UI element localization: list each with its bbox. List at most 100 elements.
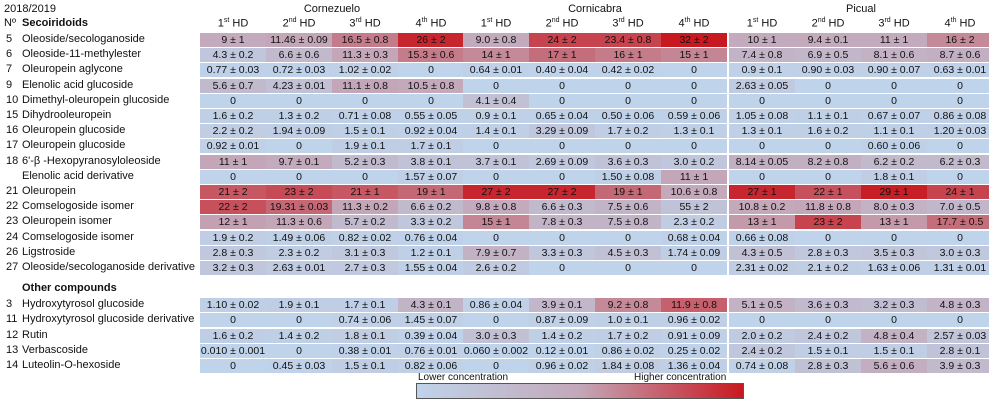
heatmap-cell: 3.0 ± 0.3 — [927, 246, 989, 260]
heatmap-cell: 0.010 ± 0.001 — [200, 344, 266, 358]
heatmap-cell: 0.92 ± 0.04 — [398, 124, 464, 138]
heatmap-cell: 1.6 ± 0.2 — [200, 109, 266, 123]
heatmap-cell: 7.5 ± 0.8 — [595, 215, 661, 229]
heatmap-cell: 3.5 ± 0.3 — [861, 246, 927, 260]
row-number: 13 — [6, 344, 19, 356]
compound-name: Oleuropein glucoside — [22, 139, 126, 151]
heatmap-cell: 0.64 ± 0.01 — [463, 63, 529, 77]
heatmap-cell: 0.38 ± 0.01 — [332, 344, 398, 358]
row-number: 6 — [6, 48, 13, 60]
heatmap-cell: 5.7 ± 0.2 — [332, 215, 398, 229]
compound-name: Oleoside/secologanoside derivative — [22, 261, 196, 273]
heatmap-cell: 0 — [661, 139, 727, 153]
heatmap-cell: 2.3 ± 0.2 — [661, 215, 727, 229]
heatmap-cell: 1.94 ± 0.09 — [266, 124, 332, 138]
compound-name: Oleoside-11-methylester — [22, 48, 142, 60]
row-number: 10 — [6, 94, 19, 106]
heatmap-cell: 10.5 ± 0.8 — [398, 79, 464, 93]
heatmap-cell: 0 — [861, 79, 927, 93]
heatmap-cell: 0.74 ± 0.08 — [729, 359, 795, 373]
heatmap-cell: 22 ± 1 — [795, 185, 861, 199]
hd-header: 2nd HD — [545, 17, 579, 30]
heatmap-cell: 0 — [529, 79, 595, 93]
heatmap-cell: 1.0 ± 0.1 — [595, 313, 661, 327]
heatmap-cell: 2.31 ± 0.02 — [729, 261, 795, 275]
heatmap-cell: 0 — [927, 231, 989, 245]
heatmap-cell: 0.72 ± 0.03 — [266, 63, 332, 77]
heatmap-cell: 1.5 ± 0.1 — [795, 344, 861, 358]
heatmap-cell: 9.4 ± 0.1 — [795, 33, 861, 47]
heatmap-cell: 13 ± 1 — [729, 215, 795, 229]
group-header-cornicabra: Cornicabra — [568, 3, 622, 15]
heatmap-cell: 0.90 ± 0.07 — [861, 63, 927, 77]
heatmap-cell: 13 ± 1 — [861, 215, 927, 229]
heatmap-cell: 0 — [729, 139, 795, 153]
hd-header: 3rd HD — [878, 17, 910, 30]
heatmap-cell: 0 — [661, 79, 727, 93]
heatmap-cell: 0 — [595, 79, 661, 93]
heatmap-cell: 0 — [927, 313, 989, 327]
section-title: Other compounds — [22, 282, 117, 295]
heatmap-cell: 0 — [463, 170, 529, 184]
heatmap-cell: 0 — [398, 94, 464, 108]
heatmap-cell: 9.0 ± 0.8 — [463, 33, 529, 47]
heatmap-cell: 22 ± 2 — [200, 200, 266, 214]
heatmap-cell: 0.42 ± 0.02 — [595, 63, 661, 77]
heatmap-cell: 23 ± 2 — [266, 185, 332, 199]
heatmap-cell: 12 ± 1 — [200, 215, 266, 229]
compound-name: Dimethyl-oleuropein glucoside — [22, 94, 170, 106]
heatmap-cell: 4.23 ± 0.01 — [266, 79, 332, 93]
heatmap-cell: 0.55 ± 0.05 — [398, 109, 464, 123]
heatmap-cell: 2.6 ± 0.2 — [463, 261, 529, 275]
compound-name: Ligstroside — [22, 246, 76, 258]
heatmap-cell: 3.2 ± 0.3 — [200, 261, 266, 275]
heatmap-cell: 3.3 ± 0.2 — [398, 215, 464, 229]
heatmap-cell: 0 — [332, 94, 398, 108]
heatmap-cell: 4.1 ± 0.4 — [463, 94, 529, 108]
heatmap-cell: 32 ± 2 — [661, 33, 727, 47]
heatmap-cell: 0.86 ± 0.02 — [595, 344, 661, 358]
heatmap-cell: 16 ± 2 — [927, 33, 989, 47]
heatmap-cell: 0 — [595, 261, 661, 275]
heatmap-cell: 0 — [529, 231, 595, 245]
heatmap-cell: 0 — [332, 170, 398, 184]
heatmap-cell: 0 — [595, 139, 661, 153]
row-number: 11 — [6, 313, 18, 325]
heatmap-cell: 5.1 ± 0.5 — [729, 298, 795, 312]
heatmap-cell: 1.2 ± 0.1 — [398, 246, 464, 260]
season-label: 2018/2019 — [4, 3, 56, 15]
heatmap-cell: 11 ± 1 — [861, 33, 927, 47]
heatmap-cell: 0.91 ± 0.09 — [661, 329, 727, 343]
heatmap-cell: 24 ± 2 — [529, 33, 595, 47]
heatmap-cell: 0.82 ± 0.02 — [332, 231, 398, 245]
heatmap-cell: 27 ± 1 — [729, 185, 795, 199]
heatmap-cell: 4.3 ± 0.2 — [200, 48, 266, 62]
heatmap-cell: 0 — [266, 313, 332, 327]
row-number: 14 — [6, 359, 19, 371]
heatmap-cell: 5.2 ± 0.3 — [332, 155, 398, 169]
section-title: Secoiridoids — [22, 17, 89, 29]
heatmap-cell: 0 — [463, 139, 529, 153]
heatmap-cell: 0 — [729, 94, 795, 108]
heatmap-cell: 26 ± 2 — [398, 33, 464, 47]
heatmap-cell: 3.3 ± 0.3 — [529, 246, 595, 260]
row-number: 7 — [6, 63, 13, 75]
heatmap-cell: 0 — [795, 94, 861, 108]
heatmap-cell: 8.14 ± 0.05 — [729, 155, 795, 169]
heatmap-cell: 1.7 ± 0.1 — [332, 298, 398, 312]
heatmap-cell: 5.6 ± 0.7 — [200, 79, 266, 93]
heatmap-cell: 0.67 ± 0.07 — [861, 109, 927, 123]
heatmap-cell: 4.8 ± 0.3 — [927, 298, 989, 312]
hd-header: 1st HD — [217, 17, 249, 30]
hd-header: 2nd HD — [282, 17, 316, 30]
hd-header: 1st HD — [480, 17, 512, 30]
heatmap-cell: 27 ± 2 — [529, 185, 595, 199]
heatmap-cell: 0.86 ± 0.04 — [463, 298, 529, 312]
heatmap-cell: 1.4 ± 0.2 — [529, 329, 595, 343]
heatmap-cell: 3.0 ± 0.3 — [463, 329, 529, 343]
heatmap-cell: 0 — [861, 94, 927, 108]
heatmap-cell: 0.90 ± 0.03 — [795, 63, 861, 77]
heatmap-cell: 1.3 ± 0.1 — [661, 124, 727, 138]
group-header-cornezuelo: Cornezuelo — [303, 3, 361, 15]
heatmap-cell: 0.12 ± 0.01 — [529, 344, 595, 358]
